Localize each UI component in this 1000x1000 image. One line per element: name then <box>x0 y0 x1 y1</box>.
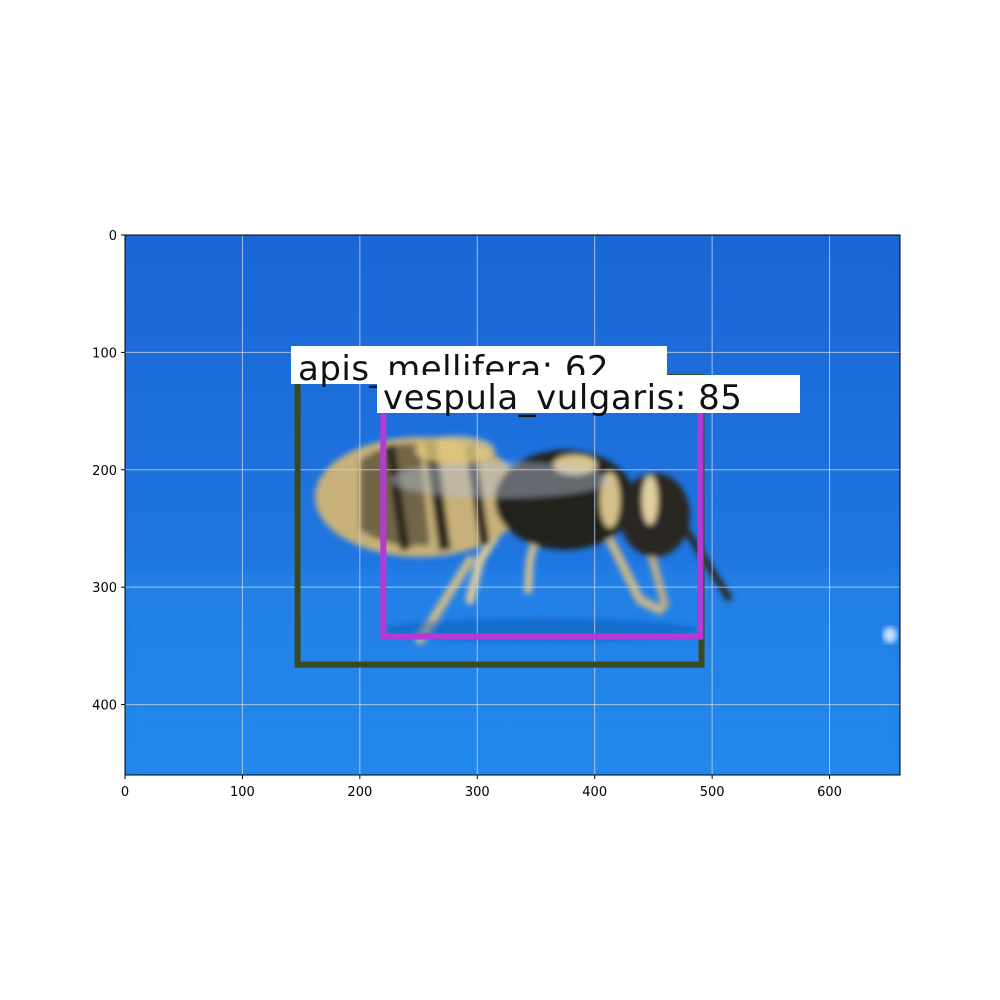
y-tick-label: 200 <box>92 464 117 479</box>
x-tick-label: 500 <box>700 785 725 800</box>
y-tick-label: 100 <box>92 346 117 361</box>
x-tick-label: 0 <box>121 785 129 800</box>
x-tick-label: 400 <box>582 785 607 800</box>
x-tick-label: 600 <box>817 785 842 800</box>
axis-ticks: 0 100 200 300 400 500 600 0 100 200 300 400 <box>92 229 842 800</box>
x-tick-label: 300 <box>465 785 490 800</box>
axes-frame <box>124 234 901 776</box>
detection-label-background <box>377 375 800 413</box>
detection-label: vespula_vulgaris: 85 <box>383 378 742 418</box>
photo <box>125 235 900 775</box>
x-tick-label: 200 <box>347 785 372 800</box>
x-tick-label: 100 <box>230 785 255 800</box>
y-tick-label: 300 <box>92 581 117 596</box>
y-tick-label: 400 <box>92 699 117 714</box>
y-tick-label: 0 <box>109 229 117 244</box>
